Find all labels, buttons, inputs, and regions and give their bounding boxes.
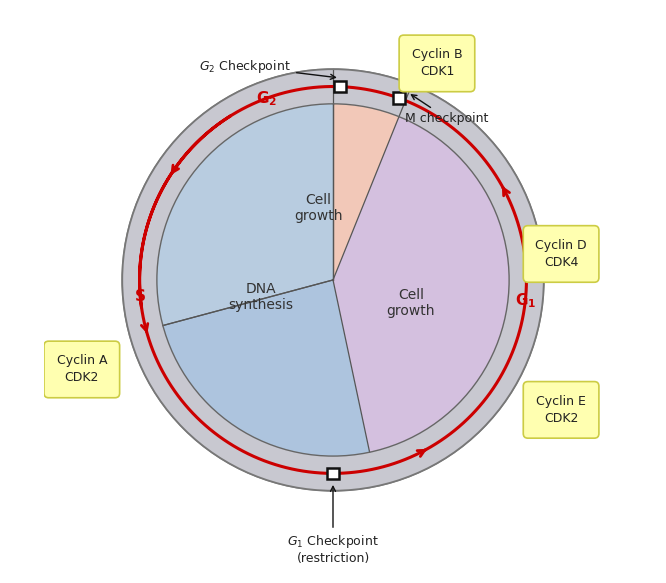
Wedge shape — [333, 117, 509, 452]
Text: Cyclin D
CDK4: Cyclin D CDK4 — [535, 239, 587, 269]
Text: M checkpoint: M checkpoint — [405, 95, 489, 125]
FancyBboxPatch shape — [44, 341, 120, 398]
Text: $G_1$ Checkpoint
(restriction): $G_1$ Checkpoint (restriction) — [287, 486, 379, 565]
Text: DNA
synthesis: DNA synthesis — [228, 282, 293, 312]
Text: Cell
growth: Cell growth — [387, 288, 435, 318]
FancyBboxPatch shape — [523, 226, 599, 282]
Text: S: S — [135, 289, 146, 304]
Text: $\mathbf{G_1}$: $\mathbf{G_1}$ — [515, 291, 536, 310]
Text: Cyclin E
CDK2: Cyclin E CDK2 — [536, 395, 586, 425]
Wedge shape — [333, 69, 412, 280]
Wedge shape — [333, 117, 509, 452]
FancyBboxPatch shape — [399, 35, 475, 92]
Bar — [327, 468, 339, 479]
Circle shape — [157, 104, 509, 456]
Text: Cyclin A
CDK2: Cyclin A CDK2 — [57, 354, 107, 384]
Wedge shape — [157, 104, 333, 325]
Circle shape — [157, 104, 509, 456]
Text: Cyclin B
CDK1: Cyclin B CDK1 — [412, 48, 462, 78]
Text: Cell
growth: Cell growth — [294, 192, 343, 223]
Wedge shape — [333, 104, 399, 280]
Wedge shape — [163, 280, 370, 456]
Circle shape — [123, 69, 543, 491]
FancyBboxPatch shape — [523, 382, 599, 438]
Text: $\mathbf{G_2}$: $\mathbf{G_2}$ — [256, 89, 278, 107]
Text: $G_2$ Checkpoint: $G_2$ Checkpoint — [199, 58, 336, 79]
Wedge shape — [163, 280, 370, 456]
Bar — [334, 81, 346, 92]
Circle shape — [123, 69, 543, 491]
Wedge shape — [157, 104, 333, 325]
Bar — [394, 92, 405, 104]
